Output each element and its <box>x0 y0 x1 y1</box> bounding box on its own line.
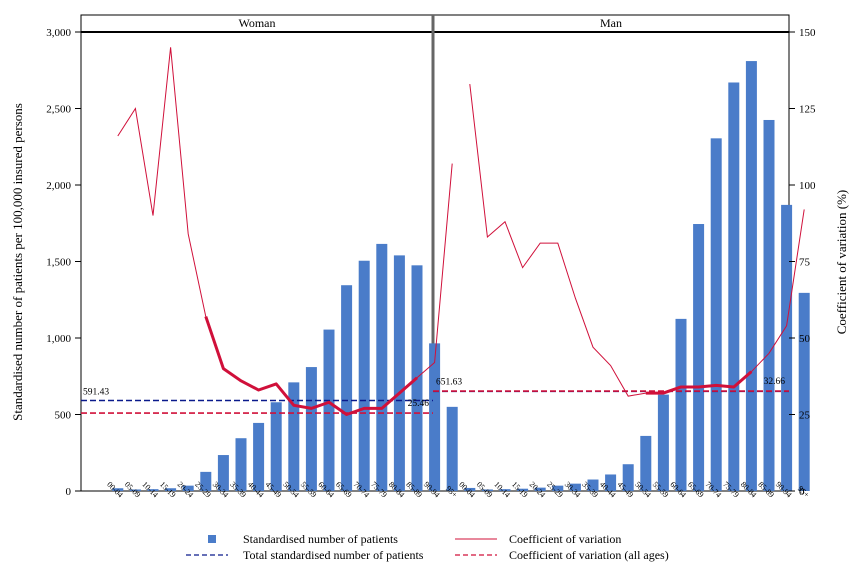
bar <box>622 464 634 491</box>
x-tick-label: 10-14 <box>140 480 160 500</box>
bar <box>129 489 141 491</box>
panel-title: Woman <box>238 16 275 30</box>
bar <box>745 61 757 491</box>
bar <box>657 394 669 491</box>
bar <box>165 488 177 491</box>
bar <box>358 260 370 491</box>
bar <box>605 474 617 491</box>
y-axis-label: Standardised number of patients per 100,… <box>10 103 25 421</box>
x-tick-label: 25-29 <box>545 480 565 500</box>
y2-tick-label: 75 <box>799 257 811 269</box>
bar <box>429 343 441 491</box>
bar <box>798 292 810 491</box>
bar <box>710 138 722 491</box>
y-tick-label: 500 <box>55 410 72 422</box>
y2-tick-label: 50 <box>799 333 811 345</box>
y-tick-label: 1,500 <box>46 257 71 269</box>
x-tick-label: 00-04 <box>105 480 125 500</box>
y-tick-label: 2,000 <box>46 180 71 192</box>
bar <box>235 438 247 491</box>
total-label: 591.43 <box>83 388 109 398</box>
bar <box>305 367 317 491</box>
cv-line-bold <box>204 316 418 416</box>
y2-tick-label: 125 <box>799 104 816 116</box>
bar <box>534 487 546 491</box>
bar <box>763 119 775 491</box>
y2-tick-label: 25 <box>799 410 811 422</box>
panel-title: Man <box>600 16 622 30</box>
bar <box>270 402 282 491</box>
bar <box>288 382 300 491</box>
bar <box>253 422 265 491</box>
y2-tick-label: 150 <box>799 27 816 39</box>
cv-line-bold <box>645 370 753 395</box>
y2-tick-label: 0 <box>799 486 805 498</box>
bar <box>693 224 705 491</box>
x-tick-label: 30-34 <box>563 480 583 500</box>
bar <box>112 488 124 491</box>
x-tick-label: 10-14 <box>492 480 512 500</box>
bar <box>675 318 687 491</box>
bar <box>200 471 212 491</box>
cv-all-label: 32.66 <box>764 377 786 387</box>
bar-series <box>112 61 810 492</box>
y2-tick-label: 100 <box>799 180 816 192</box>
bar <box>147 489 159 491</box>
bar <box>499 489 511 491</box>
bar <box>341 285 353 491</box>
bar <box>393 255 405 491</box>
bar <box>446 406 458 491</box>
x-tick-label: 05-09 <box>475 480 495 500</box>
x-tick-label: 20-24 <box>528 480 548 500</box>
total-label: 651.63 <box>436 377 462 387</box>
legend: Standardised number of patients Coeffici… <box>186 532 669 562</box>
y-tick-label: 2,500 <box>46 104 71 116</box>
legend-label-cv-all: Coefficient of variation (all ages) <box>509 548 669 562</box>
ref-labels: 591.43 25.46 651.63 32.66 <box>83 377 785 409</box>
bar <box>552 485 564 491</box>
bar <box>481 489 493 491</box>
bar <box>517 488 529 491</box>
bar <box>464 487 476 491</box>
x-tick-label: 15-19 <box>158 480 178 500</box>
legend-label-cv: Coefficient of variation <box>509 532 621 546</box>
cv-all-label: 25.46 <box>408 399 430 409</box>
bar <box>569 483 581 491</box>
bar <box>587 479 599 491</box>
x-tick-label: 05-09 <box>123 480 143 500</box>
bar <box>728 82 740 492</box>
reference-lines <box>81 390 789 414</box>
bar <box>640 435 652 491</box>
y-tick-label: 3,000 <box>46 27 71 39</box>
x-tick-label: 15-19 <box>510 480 530 500</box>
x-tick-label: 00-04 <box>457 480 477 500</box>
bar <box>376 243 388 491</box>
y-tick-label: 1,000 <box>46 333 71 345</box>
y-tick-label: 0 <box>66 486 72 498</box>
bar <box>217 455 229 491</box>
cv-lines <box>117 47 805 416</box>
x-tick-label: 20-24 <box>176 480 196 500</box>
legend-label-total: Total standardised number of patients <box>243 548 424 562</box>
bar <box>781 204 793 491</box>
y2-axis-label: Coefficient of variation (%) <box>834 190 849 335</box>
legend-label-bars: Standardised number of patients <box>243 532 398 546</box>
bar <box>182 485 194 491</box>
legend-swatch-bars <box>208 535 216 543</box>
bar <box>323 329 335 491</box>
